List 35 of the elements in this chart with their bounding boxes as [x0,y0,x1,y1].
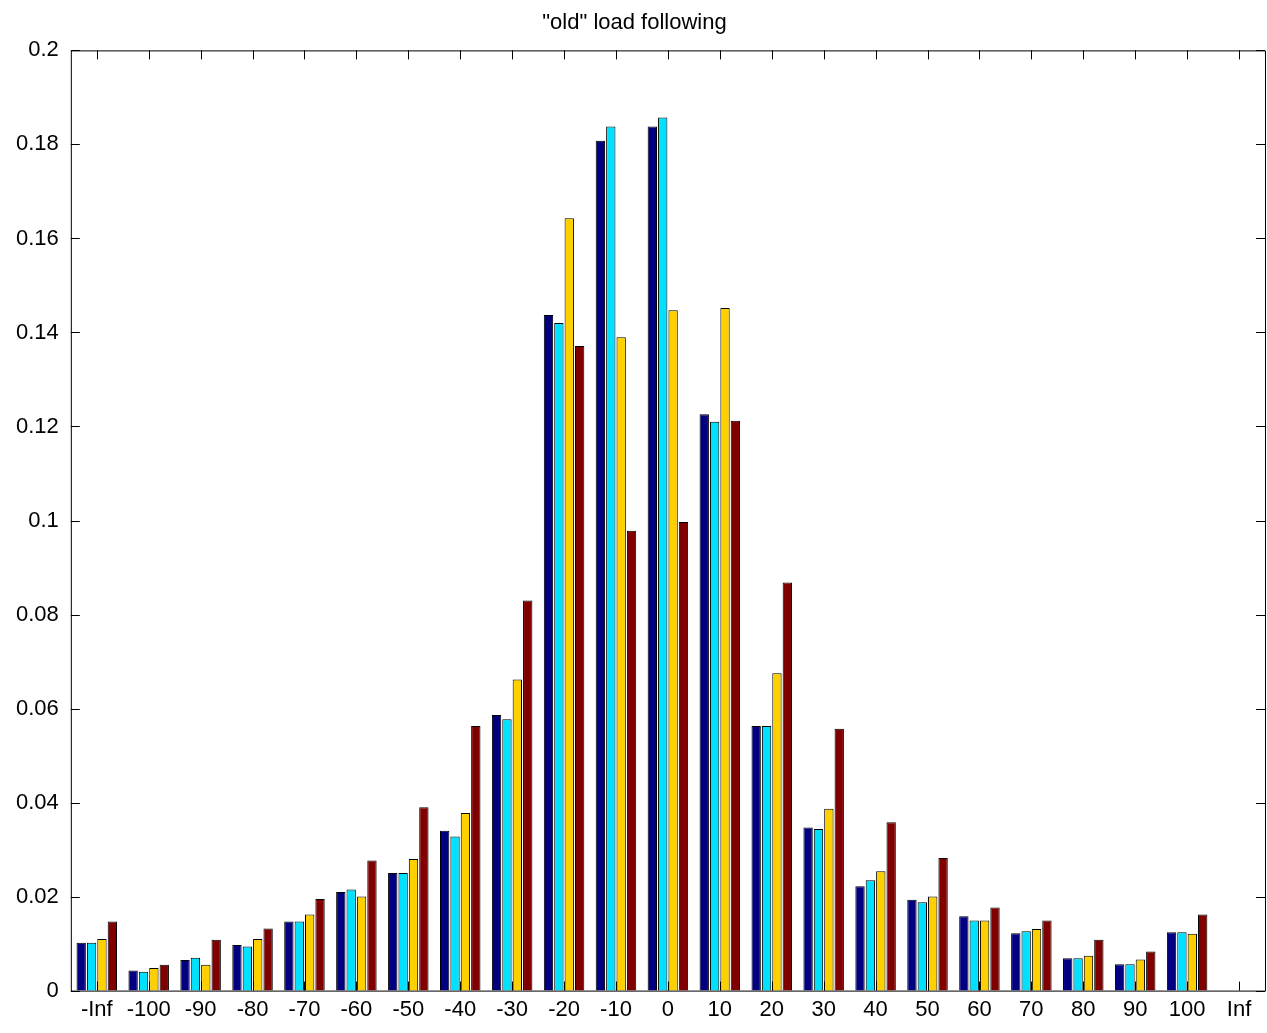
x-tick-label: Inf [1226,995,1253,1021]
x-tick-label: -10 [600,995,632,1021]
chart-title: "old" load following [542,9,727,35]
y-tick-label: 0.1 [28,506,59,532]
x-tick-label: -70 [288,995,321,1021]
y-tick-label: 0.16 [15,224,59,250]
x-tick-label: 70 [1019,995,1044,1021]
x-tick-label: 0 [661,995,675,1021]
y-tick-label: 0 [46,976,59,1002]
x-tick-label: -20 [548,995,580,1021]
x-tick-label: 80 [1071,995,1096,1021]
y-tick-label: 0.06 [15,694,59,720]
y-tick-label: 0.18 [15,130,59,156]
x-tick-label: -50 [392,995,425,1021]
x-tick-label: 60 [967,995,992,1021]
y-tick-label: 0.2 [28,36,59,62]
x-tick-label: -100 [126,995,171,1021]
x-tick-label: 50 [915,995,940,1021]
x-tick-label: 100 [1168,995,1206,1021]
x-tick-label: -Inf [80,995,114,1021]
y-tick-label: 0.08 [15,600,59,626]
x-tick-label: 10 [707,995,733,1021]
x-tick-label: 40 [863,995,888,1021]
x-tick-label: 30 [811,995,836,1021]
x-tick-label: -30 [496,995,529,1021]
x-tick-label: -40 [444,995,477,1021]
y-tick-label: 0.04 [15,788,59,814]
y-tick-label: 0.12 [15,412,59,438]
y-tick-label: 0.02 [15,882,59,908]
x-tick-label: -80 [236,995,269,1021]
x-tick-label: -60 [340,995,373,1021]
x-tick-label: 90 [1122,995,1148,1021]
y-tick-label: 0.14 [15,318,59,344]
x-tick-label: -90 [184,995,217,1021]
x-tick-label: 20 [759,995,784,1021]
